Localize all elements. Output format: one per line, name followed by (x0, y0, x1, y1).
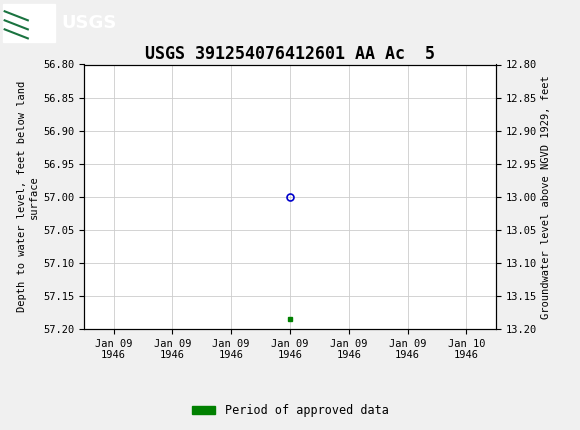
Legend: Period of approved data: Period of approved data (187, 399, 393, 422)
Text: USGS 391254076412601 AA Ac  5: USGS 391254076412601 AA Ac 5 (145, 45, 435, 63)
Y-axis label: Depth to water level, feet below land
surface: Depth to water level, feet below land su… (17, 81, 39, 312)
Bar (3, 3, 55, 42)
Y-axis label: Groundwater level above NGVD 1929, feet: Groundwater level above NGVD 1929, feet (541, 75, 551, 319)
Text: USGS: USGS (61, 14, 116, 31)
